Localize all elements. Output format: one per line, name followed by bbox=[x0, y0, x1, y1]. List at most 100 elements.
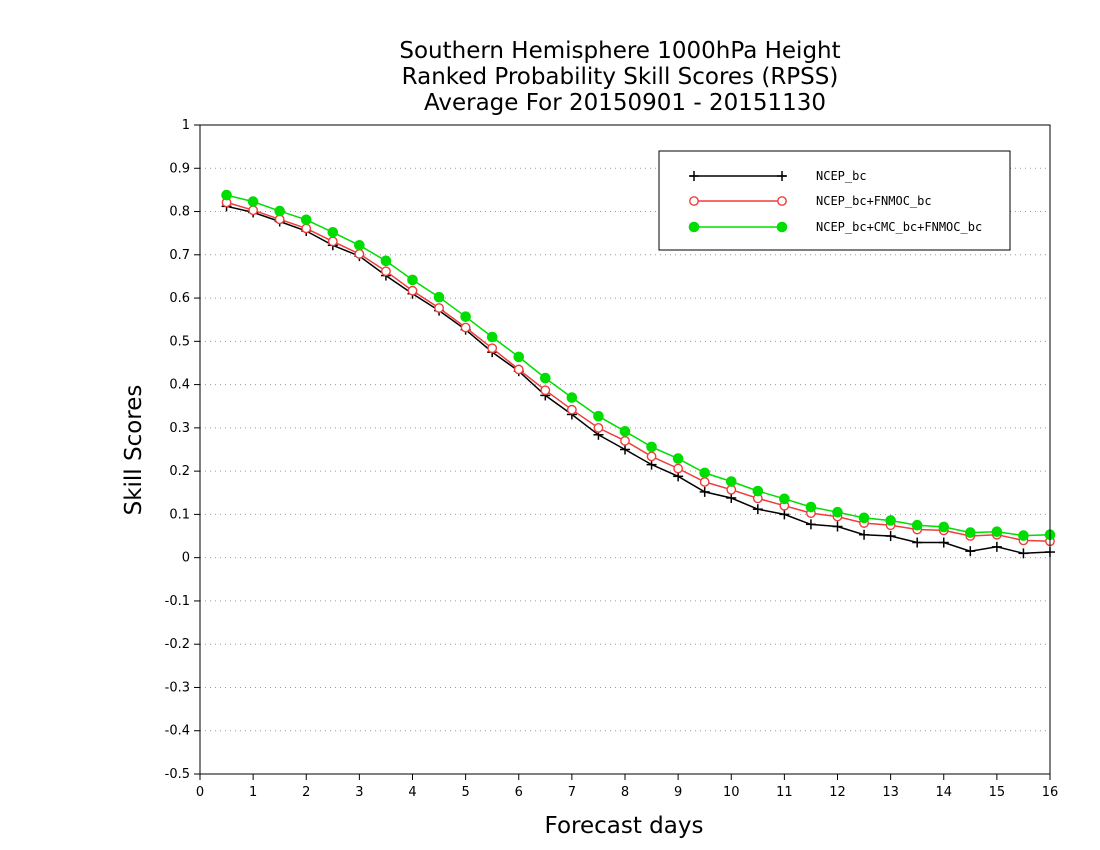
data-point bbox=[274, 205, 285, 217]
legend-entry: NCEP_bc bbox=[689, 169, 867, 183]
legend-label: NCEP_bc+FNMOC_bc bbox=[816, 194, 932, 208]
series bbox=[221, 189, 1056, 559]
data-point bbox=[620, 435, 630, 446]
x-tick-label: 1 bbox=[249, 785, 257, 800]
x-tick-label: 16 bbox=[1042, 785, 1059, 800]
series-2 bbox=[221, 189, 1056, 541]
data-point bbox=[221, 189, 232, 201]
data-point bbox=[407, 274, 418, 286]
x-tick-label: 13 bbox=[882, 785, 899, 800]
legend-label: NCEP_bc bbox=[816, 169, 867, 183]
data-point bbox=[725, 476, 737, 487]
y-tick-label: 0.7 bbox=[169, 248, 190, 263]
data-point bbox=[859, 529, 870, 540]
x-tick-label: 11 bbox=[776, 785, 793, 800]
data-point bbox=[965, 527, 976, 538]
legend-marker bbox=[689, 196, 699, 206]
x-tick-label: 2 bbox=[302, 785, 310, 800]
data-point bbox=[805, 519, 816, 530]
data-point bbox=[752, 485, 764, 497]
data-point bbox=[380, 255, 392, 267]
data-point bbox=[991, 541, 1002, 552]
y-tick-label: 0.5 bbox=[169, 334, 190, 349]
data-point bbox=[699, 467, 710, 479]
legend-marker bbox=[776, 221, 788, 233]
series-line-0 bbox=[226, 205, 1051, 555]
data-point bbox=[885, 515, 896, 526]
x-tick-label: 0 bbox=[196, 785, 204, 800]
legend-entry: NCEP_bc+CMC_bc+FNMOC_bc bbox=[688, 220, 982, 234]
data-point bbox=[912, 537, 923, 548]
x-tick-label: 12 bbox=[829, 785, 846, 800]
data-point bbox=[673, 463, 684, 474]
series-line-1 bbox=[226, 201, 1051, 542]
x-tick-label: 15 bbox=[989, 785, 1006, 800]
data-point bbox=[300, 214, 312, 226]
data-point bbox=[699, 477, 710, 487]
legend-entry: NCEP_bc+FNMOC_bc bbox=[689, 194, 932, 208]
data-point bbox=[779, 493, 790, 505]
data-point bbox=[540, 372, 551, 384]
data-point bbox=[593, 410, 604, 422]
data-point bbox=[619, 426, 631, 437]
data-point bbox=[1018, 548, 1029, 559]
data-point bbox=[1018, 530, 1029, 541]
data-point bbox=[460, 322, 471, 333]
data-point bbox=[620, 444, 630, 455]
data-point bbox=[540, 385, 551, 396]
data-point bbox=[566, 392, 578, 403]
title-line-1: Southern Hemisphere 1000hPa Height bbox=[399, 38, 840, 64]
x-tick-label: 4 bbox=[408, 785, 416, 800]
y-tick-label: 1 bbox=[182, 118, 190, 133]
title-line-2: Ranked Probability Skill Scores (RPSS) bbox=[402, 64, 839, 90]
y-tick-label: -0.3 bbox=[165, 680, 190, 695]
data-point bbox=[354, 239, 365, 251]
y-tick-label: 0.9 bbox=[169, 161, 190, 176]
data-point bbox=[805, 501, 817, 513]
data-point bbox=[460, 311, 471, 322]
title-line-3: Average For 20150901 - 20151130 bbox=[424, 90, 826, 116]
data-point bbox=[407, 285, 418, 296]
data-point bbox=[593, 422, 604, 433]
data-point bbox=[566, 404, 577, 415]
data-point bbox=[327, 236, 338, 247]
y-tick-label: 0.6 bbox=[169, 291, 190, 306]
x-tick-label: 10 bbox=[723, 785, 740, 800]
data-point bbox=[381, 266, 391, 277]
legend-marker bbox=[777, 196, 787, 206]
data-point bbox=[991, 526, 1003, 538]
y-tick-label: -0.4 bbox=[165, 724, 190, 739]
data-point bbox=[486, 331, 498, 343]
x-tick-label: 14 bbox=[935, 785, 952, 800]
y-tick-label: -0.1 bbox=[165, 594, 190, 609]
axes: -0.5 -0.4 -0.3 -0.2 -0.1 0 0.1 0.2 0.3 0.4 0.5 0.6 0… bbox=[165, 118, 1059, 800]
data-point bbox=[327, 227, 339, 238]
data-point bbox=[911, 519, 923, 531]
legend: NCEP_bc NCEP_bc+FNMOC_bc NCEP_bc+CMC_bc+FN… bbox=[658, 150, 1011, 251]
data-point bbox=[779, 509, 790, 520]
x-tick-label: 9 bbox=[674, 785, 682, 800]
y-tick-label: 0.3 bbox=[169, 421, 190, 436]
data-point bbox=[434, 303, 444, 313]
data-point bbox=[354, 249, 365, 259]
y-tick-label: -0.5 bbox=[165, 767, 190, 782]
chart-title: Southern Hemisphere 1000hPa Height Ranke… bbox=[399, 38, 840, 116]
data-point bbox=[938, 521, 950, 533]
y-tick-label: -0.2 bbox=[165, 637, 190, 652]
x-axis-title: Forecast days bbox=[545, 813, 704, 839]
y-tick-label: 0.8 bbox=[169, 205, 190, 220]
data-point bbox=[965, 546, 976, 557]
data-point bbox=[646, 451, 657, 462]
x-tick-label: 5 bbox=[461, 785, 469, 800]
data-point bbox=[858, 512, 870, 524]
data-point bbox=[672, 453, 684, 464]
legend-marker bbox=[689, 171, 699, 181]
data-point bbox=[513, 364, 524, 375]
y-tick-label: 0.2 bbox=[169, 464, 190, 479]
legend-label: NCEP_bc+CMC_bc+FNMOC_bc bbox=[816, 220, 982, 234]
data-point bbox=[938, 537, 949, 548]
data-point bbox=[832, 506, 843, 518]
data-point bbox=[248, 205, 259, 216]
data-point bbox=[513, 351, 525, 363]
